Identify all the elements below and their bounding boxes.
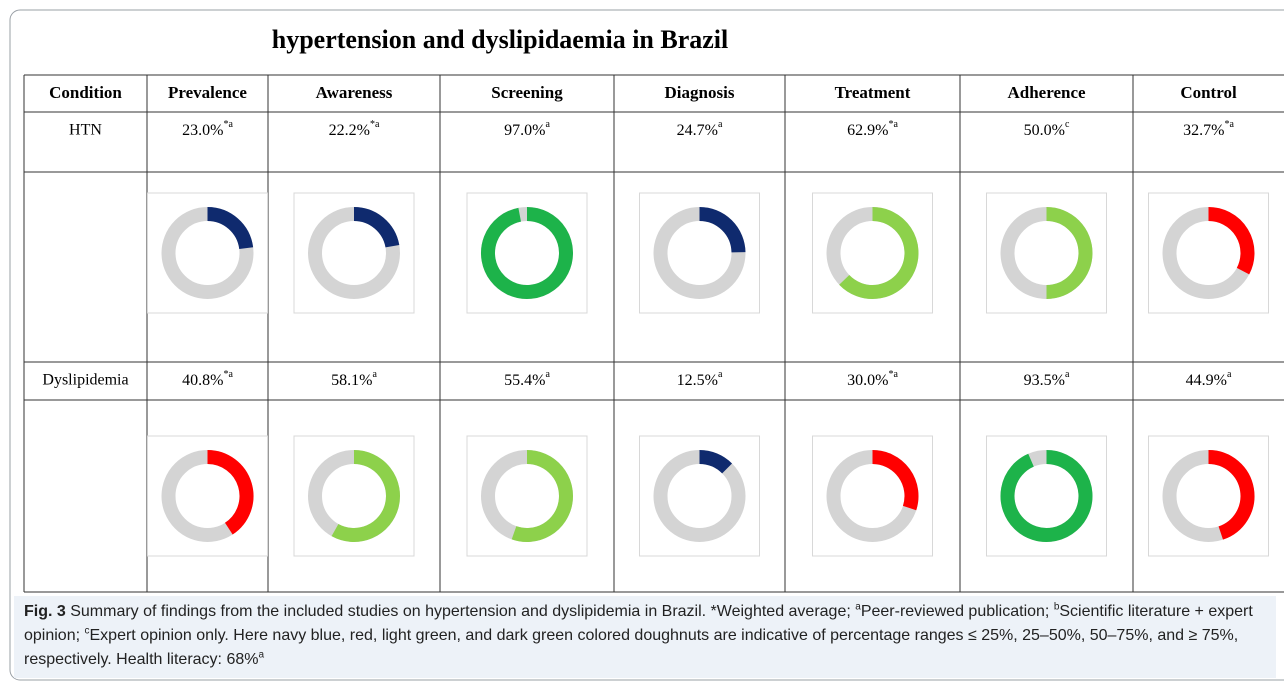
cell-value: 22.2%*a [329,119,380,138]
cell-value: 32.7%*a [1183,119,1234,138]
caption-text: Scientific literature + expert opinion; [24,603,1253,644]
doughnut-arc [699,207,746,253]
value-label: 62.9% [847,122,888,139]
doughnut-arc [207,450,254,535]
caption-superscript: a [855,601,861,613]
caption-label: Fig. 3 [24,603,66,620]
row-label: HTN [69,122,102,139]
value-note: *a [888,369,898,380]
column-header: Diagnosis [665,83,735,102]
value-note: a [718,119,723,130]
cell-value: 12.5%a [677,369,723,388]
doughnut-arc [1208,450,1255,540]
value-label: 40.8% [182,372,223,389]
cell-value: 44.9%a [1186,369,1232,388]
doughnut-arc [839,207,919,299]
value-label: 30.0% [847,372,888,389]
value-note: a [1065,369,1070,380]
value-note: a [545,119,550,130]
cell-value: 24.7%a [677,119,723,138]
value-label: 58.1% [331,372,372,389]
doughnut-arc [353,207,400,248]
cell-value: 58.1%a [331,369,377,388]
value-label: 93.5% [1024,372,1065,389]
doughnut-arc [1208,207,1255,275]
value-note: *a [223,369,233,380]
cell-value: 30.0%*a [847,369,898,388]
column-header: Treatment [835,83,911,102]
value-note: *a [888,119,898,130]
cell-value: 62.9%*a [847,119,898,138]
value-note: a [545,369,550,380]
column-header: Condition [49,83,122,102]
value-label: 12.5% [677,372,718,389]
value-note: *a [1224,119,1234,130]
value-note: *a [370,119,380,130]
column-header: Screening [491,83,563,102]
doughnut-arc [1000,450,1093,542]
cell-value: 93.5%a [1024,369,1070,388]
doughnut-arc [511,450,573,542]
value-note: a [1227,369,1232,380]
value-note: a [718,369,723,380]
column-header: Control [1180,83,1237,102]
doughnut-arc [331,450,400,542]
doughnut-arc [872,450,919,511]
value-note: *a [223,119,233,130]
cell-value: 50.0%c [1024,119,1070,138]
column-header: Prevalence [168,83,247,102]
caption-superscript: b [1053,601,1060,613]
value-label: 50.0% [1024,122,1065,139]
doughnut-arc [1046,207,1093,299]
value-label: 44.9% [1186,372,1227,389]
caption-text: Expert opinion only. Here navy blue, red… [24,627,1239,668]
figure-title: hypertension and dyslipidaemia in Brazil [272,25,729,54]
column-header: Adherence [1007,83,1086,102]
value-label: 22.2% [329,122,370,139]
caption-text: Peer-reviewed publication; [860,603,1054,620]
value-note: c [1065,119,1070,130]
value-note: a [372,369,377,380]
cell-value: 97.0%a [504,119,550,138]
value-label: 97.0% [504,122,545,139]
column-header: Awareness [316,83,393,102]
doughnut-arc [481,207,573,299]
cell-value: 23.0%*a [182,119,233,138]
value-label: 24.7% [677,122,718,139]
figure-border [9,9,1284,681]
cell-value: 40.8%*a [182,369,233,388]
caption: Fig. 3 Summary of findings from the incl… [14,596,1276,678]
value-label: 32.7% [1183,122,1224,139]
caption-text: Summary of findings from the included st… [65,603,856,620]
caption-superscript: c [84,625,90,637]
value-label: 55.4% [504,372,545,389]
cell-value: 55.4%a [504,369,550,388]
caption-superscript: a [258,649,265,661]
doughnut-arc [207,207,254,250]
row-label: Dyslipidemia [42,372,128,389]
doughnut-arc [699,450,733,474]
value-label: 23.0% [182,122,223,139]
